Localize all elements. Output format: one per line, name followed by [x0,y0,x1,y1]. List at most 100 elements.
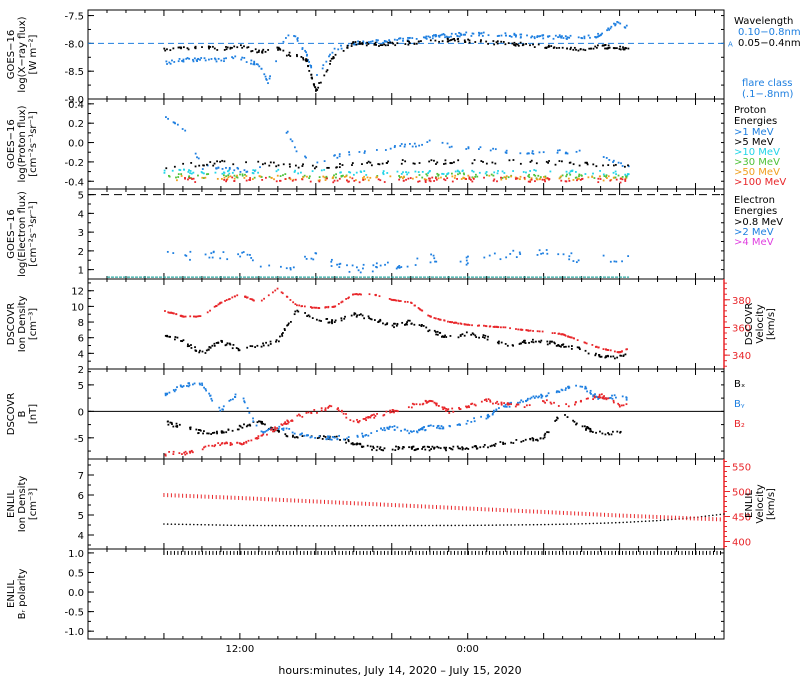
series--5-MeV-point [257,160,260,163]
series--1-MeV-point [228,168,231,170]
series--2-MeV-point [568,255,571,258]
series--100-MeV-point [581,177,584,180]
series-By-point [492,409,495,412]
series--30-MeV-point [435,176,437,178]
series-0-05-0-4nm-point [186,47,189,50]
series-Velocity-point [605,348,607,351]
series--2-MeV-point [292,266,295,269]
series--2-MeV-point [249,254,251,256]
series-0-05-0-4nm-point [387,41,390,44]
series--5-MeV-point [428,160,431,163]
series-Ion-Density-point [431,524,434,527]
y-axis-label-line: GOES−16 [6,209,17,258]
series-By-point [182,385,185,387]
series-0-10-0-8nm-point [260,67,263,70]
series-Ion-Density-point [170,523,173,525]
series--100-MeV-point [318,180,321,183]
series--10-MeV-point [396,170,399,173]
series-Ion-Density-point [278,524,281,527]
series--2-MeV-point [339,262,342,265]
series-0-05-0-4nm-point [212,45,214,48]
series-Velocity-point [368,293,371,296]
series--10-MeV-point [501,170,504,173]
series--30-MeV-point [308,175,311,178]
series--2-MeV-point [338,263,341,266]
series--5-MeV-point [277,164,280,167]
series-Velocity-point [357,293,360,296]
series--5-MeV-point [473,159,476,161]
series-By-point [592,394,595,397]
series-Bx-point [241,426,244,429]
series-Ion-Density-point [417,524,419,527]
series--10-MeV-point [179,169,182,172]
series-By-point [589,391,592,394]
series--50-MeV-point [201,176,204,179]
series--2-MeV-point [483,256,486,259]
y2-axis-label-line: [km/s] [766,488,777,520]
y-axis-label-line: [cm⁻³] [28,308,39,340]
series-Ion-Density-point [193,523,195,526]
series--2-MeV-point [226,258,229,261]
series--100-MeV-point [560,179,563,182]
series--10-MeV-point [484,172,487,175]
series--2-MeV-point [546,252,549,255]
series-Velocity-point [454,321,456,324]
series-0-10-0-8nm-point [310,65,313,67]
series--50-MeV-point [425,178,428,181]
series-Bz-point [242,443,245,445]
series--10-MeV-point [626,173,629,175]
series--30-MeV-point [476,175,479,178]
series-0-05-0-4nm-point [604,47,606,50]
series--100-MeV-point [468,176,471,179]
series--30-MeV-point [207,173,210,175]
series-By-point [356,435,359,438]
series-Bx-point [375,449,378,452]
series--2-MeV-point [310,257,313,260]
series-Bz-point [219,444,222,447]
series-Velocity-point [352,293,355,296]
series-Velocity-point [245,296,248,299]
series-Bz-point [517,403,520,406]
series-Ion-Density-point [663,519,666,521]
series-Velocity-point [294,303,297,306]
series--2-MeV-point [212,250,215,253]
series--5-MeV-point [482,161,484,163]
series-Ion-Density-point [530,340,533,343]
series-Ion-Density-point [599,522,602,524]
series--10-MeV-point [352,173,355,176]
series-Bz-point [545,399,548,402]
series-Bx-point [256,421,259,424]
series-Velocity-point [209,309,211,312]
series-Ion-Density-point [346,524,348,527]
series-0-05-0-4nm-point [229,46,232,49]
series--30-MeV-point [437,174,440,177]
series--2-MeV-point [545,249,548,251]
series-Ion-Density-point [305,524,307,527]
series-0-10-0-8nm-point [613,22,615,25]
series-By-point [409,430,412,433]
series-0-10-0-8nm-point [614,23,617,26]
series-Ion-Density-point [487,335,489,338]
series-Bx-point [524,438,527,441]
series--50-MeV-point [258,175,261,177]
series-Ion-Density-point [540,523,542,526]
series-Velocity-point [181,315,184,318]
series-0-10-0-8nm-point [437,34,440,37]
series--2-MeV-point [279,265,282,268]
series-Bx-point [380,449,383,451]
series-Bx-point [415,448,418,451]
series-Bx-point [324,436,327,438]
series--5-MeV-point [275,165,278,168]
series-0-10-0-8nm-point [243,57,246,59]
series-Ion-Density-point [361,314,364,317]
series-Bz-point [607,397,610,400]
series-0-05-0-4nm-point [485,40,488,43]
series-Ion-Density-point [326,318,329,320]
series-Ion-Density-point [550,340,553,343]
series-Bx-point [197,432,200,435]
series-0-10-0-8nm-point [583,37,586,40]
series--5-MeV-point [558,160,561,162]
series-Ion-Density-point [306,315,309,317]
series--5-MeV-point [401,159,404,161]
series--2-MeV-point [432,254,435,257]
